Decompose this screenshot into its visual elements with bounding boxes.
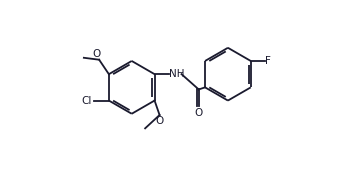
Text: F: F <box>265 56 271 66</box>
Text: O: O <box>92 49 100 59</box>
Text: NH: NH <box>169 69 185 79</box>
Text: O: O <box>156 116 164 126</box>
Text: Cl: Cl <box>82 95 92 106</box>
Text: O: O <box>195 108 203 118</box>
